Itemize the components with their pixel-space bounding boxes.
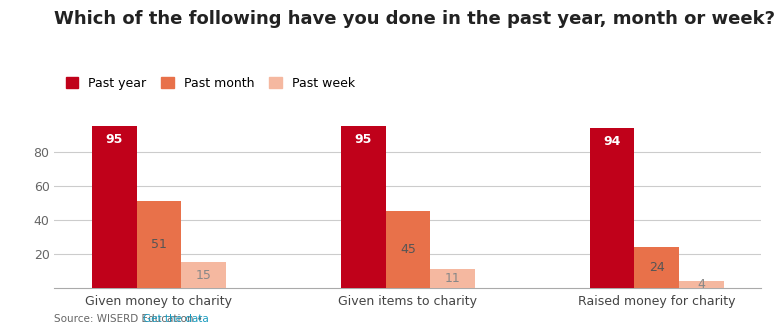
Bar (430, 269, 476, 288)
Bar (181, 262, 226, 288)
Bar (92, 126, 137, 288)
Bar (590, 128, 635, 288)
Text: 95: 95 (106, 133, 123, 146)
Legend: Past year, Past month, Past week: Past year, Past month, Past week (61, 72, 360, 95)
Text: 4: 4 (698, 278, 706, 291)
Text: Source: WISERD Education •: Source: WISERD Education • (54, 314, 207, 324)
Text: 94: 94 (604, 135, 621, 148)
Bar (679, 281, 724, 288)
Text: 15: 15 (196, 268, 211, 282)
Text: Get the data: Get the data (142, 314, 208, 324)
Bar (137, 201, 181, 288)
Bar (385, 211, 430, 288)
Text: 95: 95 (354, 133, 372, 146)
Text: 24: 24 (649, 261, 665, 274)
Text: 51: 51 (151, 238, 167, 251)
Bar (340, 126, 385, 288)
Bar (635, 247, 679, 288)
Text: 45: 45 (400, 243, 416, 256)
Text: Which of the following have you done in the past year, month or week? (%): Which of the following have you done in … (54, 10, 777, 28)
Text: 11: 11 (445, 272, 461, 285)
